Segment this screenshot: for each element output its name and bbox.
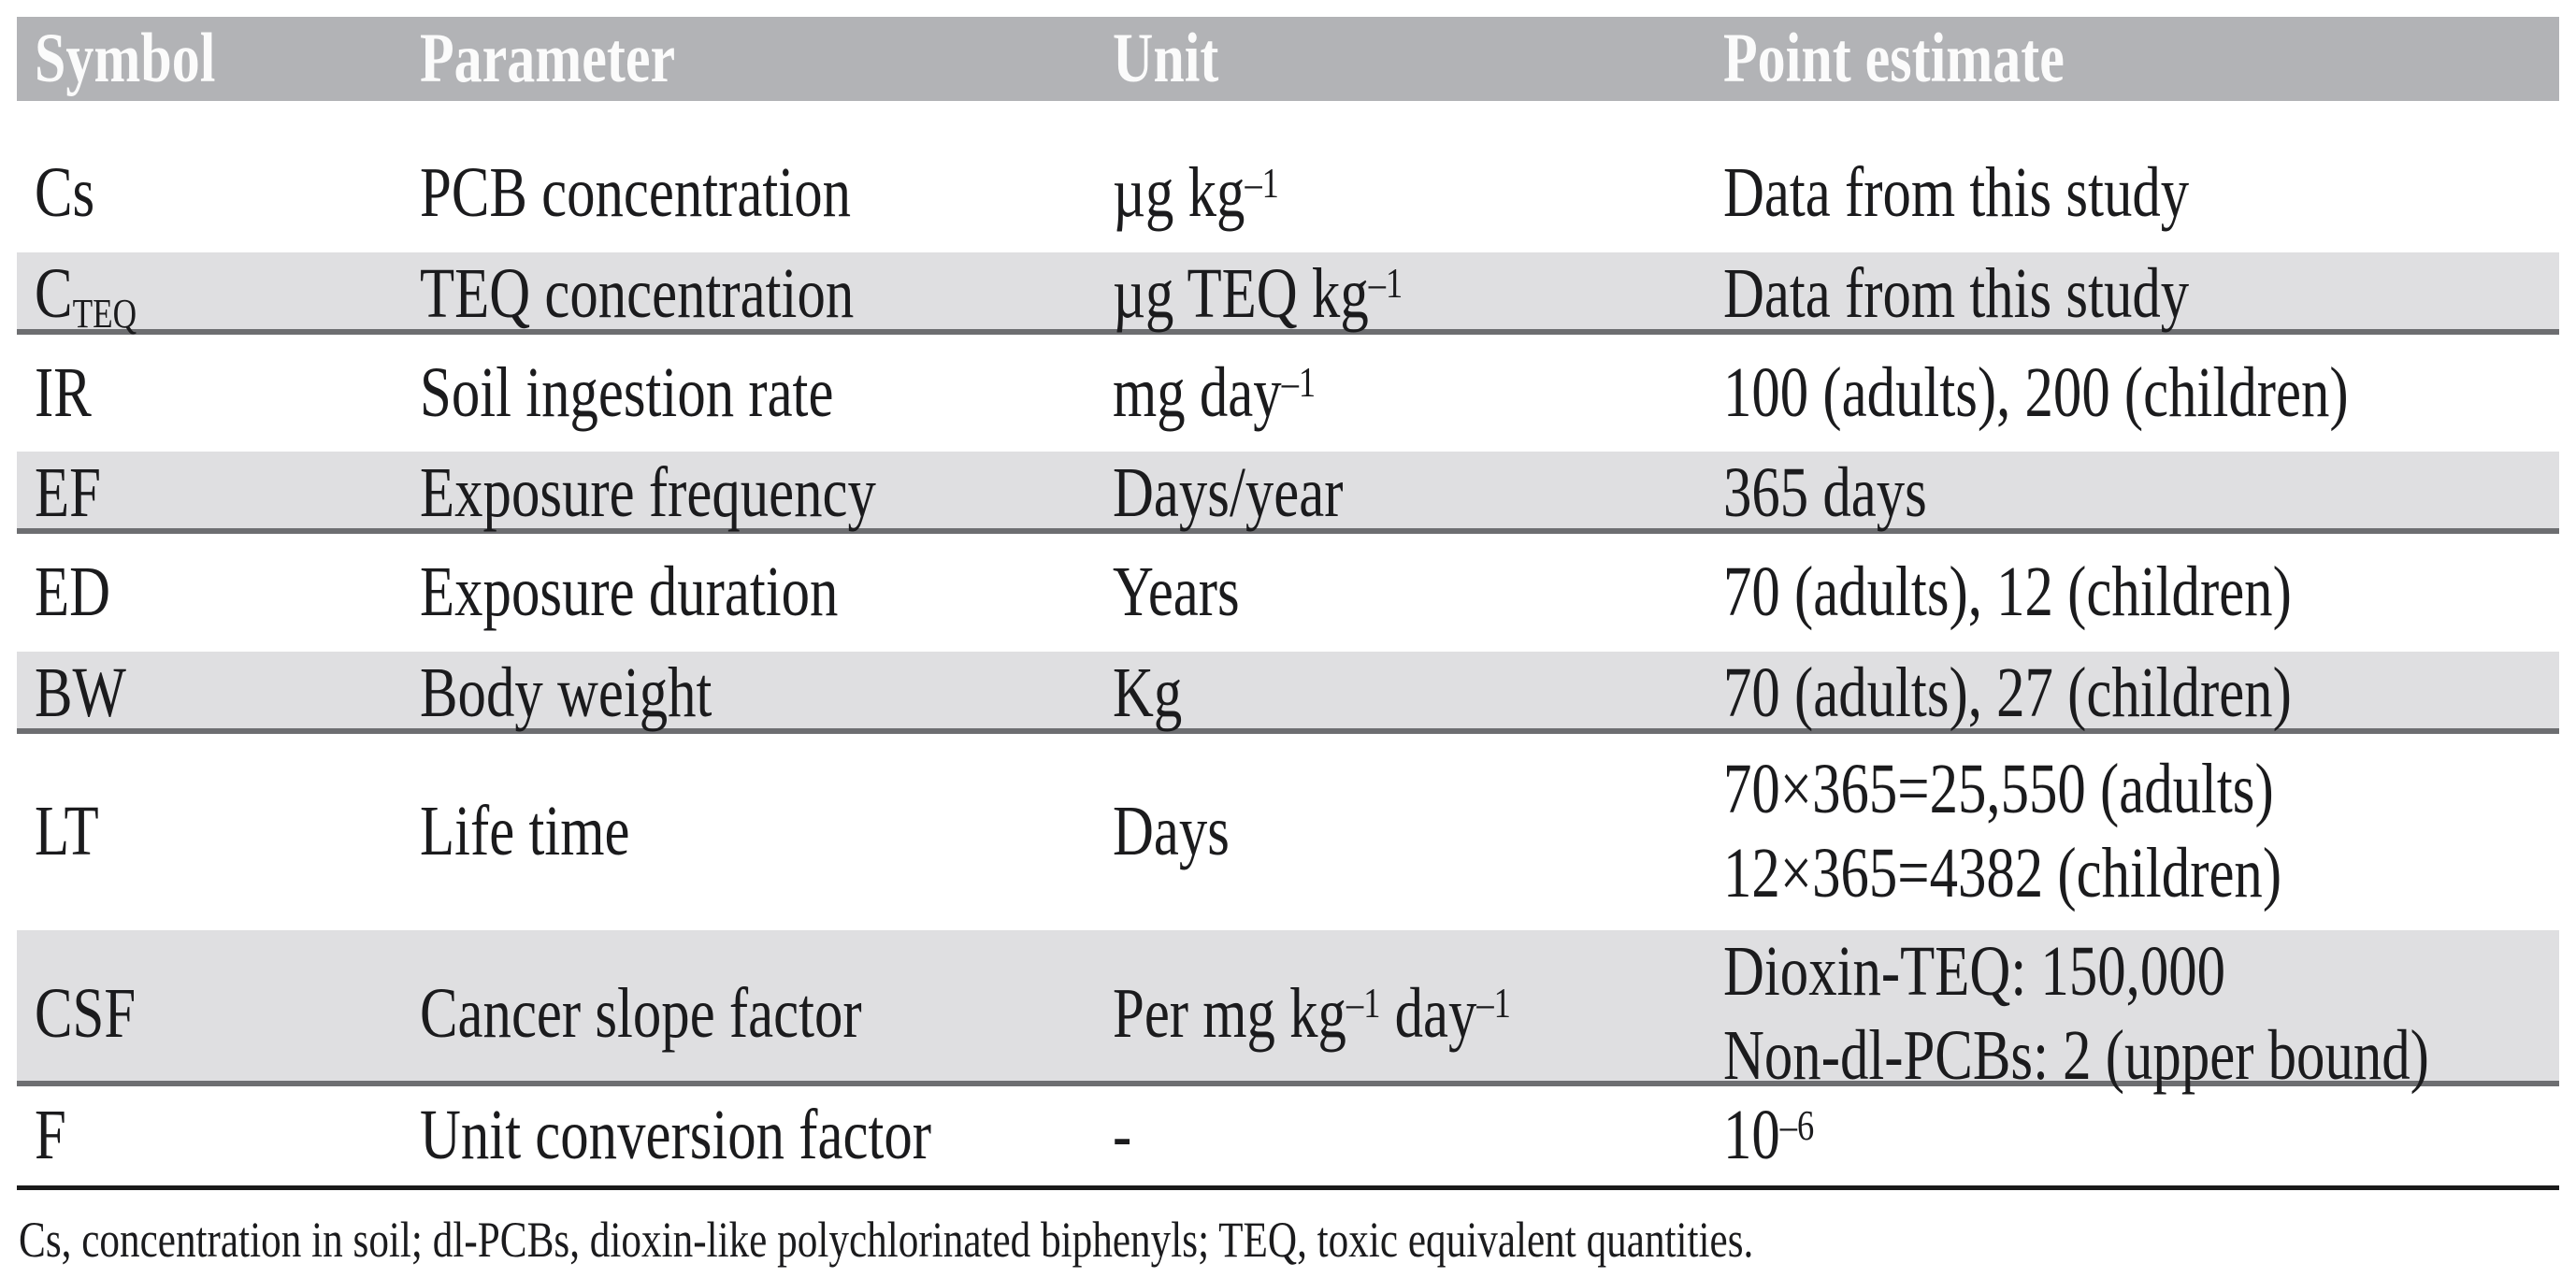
cell-parameter: Unit conversion factor xyxy=(420,1096,932,1175)
header-gap xyxy=(17,101,2559,135)
cell-symbol: CSF xyxy=(35,973,137,1053)
cell-point-estimate: 365 days xyxy=(1723,453,1927,532)
cell-unit: mg day–1 xyxy=(1113,352,1317,432)
cell-point-estimate: Data from this study xyxy=(1723,254,2190,333)
table-row: IR Soil ingestion rate mg day–1 100 (adu… xyxy=(17,335,2559,452)
cell-parameter: PCB concentration xyxy=(420,153,851,233)
table-row: ED Exposure duration Years 70 (adults), … xyxy=(17,534,2559,652)
cell-symbol: IR xyxy=(35,352,92,432)
table-bottom-rule xyxy=(17,1185,2559,1190)
column-header-symbol: Symbol xyxy=(35,19,216,97)
cell-symbol: LT xyxy=(35,792,99,871)
cell-unit: Days xyxy=(1113,792,1230,871)
cell-symbol: F xyxy=(35,1096,66,1175)
cell-point-estimate: 70 (adults), 27 (children) xyxy=(1723,653,2292,732)
cell-parameter: Cancer slope factor xyxy=(420,973,862,1053)
cell-unit: - xyxy=(1113,1096,1132,1175)
cell-point-estimate: Data from this study xyxy=(1723,153,2190,233)
table-row: BW Body weight Kg 70 (adults), 27 (child… xyxy=(17,652,2559,734)
column-header-point-estimate: Point estimate xyxy=(1723,19,2065,97)
cell-symbol: EF xyxy=(35,453,101,532)
table-row: CSF Cancer slope factor Per mg kg–1 day–… xyxy=(17,930,2559,1095)
table-header-row: Symbol Parameter Unit Point estimate xyxy=(17,17,2559,101)
parameters-table: Symbol Parameter Unit Point estimate Cs … xyxy=(17,17,2559,1185)
cell-unit: Kg xyxy=(1113,653,1183,732)
table-row: F Unit conversion factor - 10–6 xyxy=(17,1086,2559,1185)
table-row: Cs PCB concentration µg kg–1 Data from t… xyxy=(17,135,2559,252)
cell-parameter: TEQ concentration xyxy=(420,254,855,333)
table-row: CTEQ TEQ concentration µg TEQ kg–1 Data … xyxy=(17,252,2559,335)
cell-parameter: Life time xyxy=(420,792,630,871)
cell-symbol: ED xyxy=(35,553,111,632)
cell-parameter: Soil ingestion rate xyxy=(420,352,834,432)
column-header-unit: Unit xyxy=(1113,19,1219,97)
cell-unit: Years xyxy=(1113,553,1240,632)
cell-symbol: Cs xyxy=(35,153,95,233)
cell-unit: µg TEQ kg–1 xyxy=(1113,254,1403,333)
cell-point-estimate: 100 (adults), 200 (children) xyxy=(1723,352,2349,432)
cell-unit: µg kg–1 xyxy=(1113,153,1279,233)
table-row: LT Life time Days 70×365=25,550 (adults)… xyxy=(17,734,2559,930)
cell-parameter: Body weight xyxy=(420,653,712,732)
table-footnote: Cs, concentration in soil; dl-PCBs, diox… xyxy=(19,1212,1754,1268)
cell-point-estimate: 70×365=25,550 (adults) 12×365=4382 (child… xyxy=(1723,750,2282,912)
cell-parameter: Exposure frequency xyxy=(420,453,876,532)
cell-unit: Per mg kg–1 day–1 xyxy=(1113,973,1511,1053)
cell-point-estimate: 10–6 xyxy=(1723,1096,1815,1175)
cell-point-estimate: 70 (adults), 12 (children) xyxy=(1723,553,2292,632)
cell-parameter: Exposure duration xyxy=(420,553,839,632)
cell-point-estimate: Dioxin-TEQ: 150,000 Non-dl-PCBs: 2 (upper… xyxy=(1723,932,2429,1095)
cell-unit: Days/year xyxy=(1113,453,1344,532)
table-row: EF Exposure frequency Days/year 365 days xyxy=(17,452,2559,534)
column-header-parameter: Parameter xyxy=(420,19,676,97)
cell-symbol: CTEQ xyxy=(35,254,137,337)
cell-symbol: BW xyxy=(35,653,126,732)
